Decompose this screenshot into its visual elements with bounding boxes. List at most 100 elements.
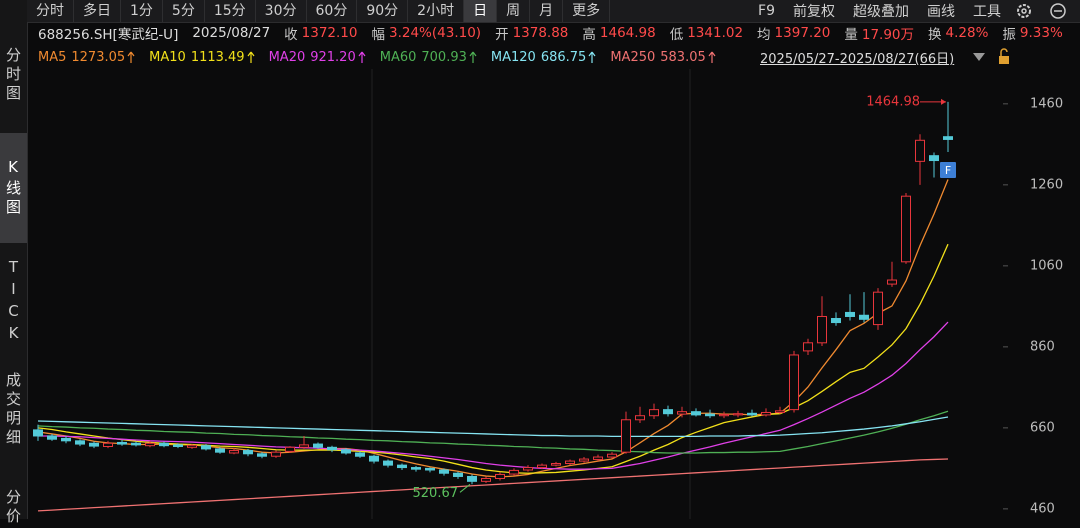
tab[interactable]: 5分 [163,0,205,22]
y-tick-label: 1260 [1030,177,1063,192]
candle-body [131,442,141,446]
close-icon [1050,3,1066,19]
candle-body [33,429,43,437]
legend-value: 686.75 [540,49,587,65]
legend-arrow [588,51,596,63]
candle-body [747,412,757,416]
candle-body [929,155,939,162]
tab[interactable]: 2小时 [408,0,465,22]
tool[interactable]: 画线 [927,4,955,20]
candle-body [453,472,463,477]
tool[interactable]: 前复权 [793,4,835,20]
candle-body [621,419,631,453]
candle-body [411,467,421,470]
sidebar-tab[interactable]: K线图 [0,133,27,243]
legend-item: MA250 583.05 [610,50,717,65]
field-value: 9.33% [1019,25,1063,41]
field-label: 振 [1002,27,1016,42]
legend-arrow [358,51,366,63]
candle-body [313,443,323,448]
tab[interactable]: 1分 [121,0,163,22]
field-label: 量 [844,27,858,42]
candle-body [873,291,883,326]
quote-bar: 688256.SH[寒武纪-U] 2025/08/27 收 1372.10 幅 3.24%… [38,24,1080,42]
legend-arrow [127,51,135,63]
sidebar-tab[interactable]: 成交明细 [4,371,22,448]
candle-body [229,450,239,454]
candle-body [355,452,365,457]
tab[interactable]: 30分 [256,0,307,22]
field-label: 均 [757,27,771,42]
candle-body [859,314,869,320]
candle-body [691,411,701,416]
tool[interactable]: 工具 [973,4,1001,20]
legend-name: MA5 [38,49,67,65]
tab[interactable]: 分时 [27,0,74,22]
field-label: 低 [669,27,684,42]
tab[interactable]: 更多 [563,0,611,22]
legend-name: MA60 [379,49,417,65]
tab[interactable]: 15分 [205,0,256,22]
sidebar-tab[interactable]: 分价 [4,489,22,527]
legend-arrow [247,51,255,63]
candle-body [299,444,309,448]
candle-body [593,456,603,460]
field-value: 1341.02 [687,25,744,41]
candle-body [495,473,505,479]
candle-body [173,444,183,447]
ma-line [37,243,949,474]
field-label: 开 [495,27,509,42]
candle-body [159,442,169,447]
candle-body [425,467,435,471]
field-label: 收 [284,27,298,42]
legend-item: MA120 686.75 [491,50,598,65]
legend: MA5 1273.05 MA10 1113.49 MA20 921.20 MA60 700.9… [38,48,730,66]
tool[interactable]: F9 [758,3,775,19]
tab[interactable]: 90分 [357,0,409,22]
tab[interactable]: 月 [530,0,564,22]
legend-value: 700.93 [421,49,467,65]
icons[interactable] [1010,0,1080,22]
date-range[interactable]: 2025/05/27-2025/08/27(66日) [760,52,955,67]
candle-body [915,139,925,162]
candle-body [285,446,295,452]
candle-body [61,437,71,442]
candle-body [75,440,85,445]
legend-arrow [469,51,477,63]
sidebar-tab[interactable]: 分时图 [4,46,22,104]
legend-item: MA5 1273.05 [38,50,137,65]
tab[interactable]: 多日 [74,0,121,22]
candle-body [257,453,267,457]
arrow [127,51,135,63]
candle-body [803,342,813,352]
candle-body [201,445,211,450]
candle-body [887,279,897,285]
tab[interactable]: 周 [497,0,531,22]
legend-item: MA10 1113.49 [149,50,256,65]
arrow [469,51,477,63]
candle-body [341,449,351,454]
candle-body [817,315,827,344]
candle-body [943,136,953,140]
candle-body [705,413,715,417]
candle-body [509,469,519,475]
tab[interactable]: 60分 [307,0,358,22]
candle-body [537,464,547,469]
sidebar-tab[interactable]: TICK [4,258,23,346]
tool[interactable]: 超级叠加 [853,4,909,20]
y-tick-label: 460 [1030,501,1055,516]
legend-item: MA60 700.93 [380,50,479,65]
candle-body [271,451,281,457]
toolbar: 分时 多日 1分 5分 15分 30分 60分 90分 2小时日周月更多 F9 前复权 超级叠加 画线 工… [27,0,1080,23]
tab[interactable]: 日 [464,0,498,22]
legend-name: MA20 [268,49,306,65]
candle-body [565,460,575,465]
field-value: 1397.20 [774,25,831,41]
candle-body [369,455,379,462]
candle-body [47,435,57,440]
high-label: 1464.98 [866,94,920,109]
legend-name: MA250 [610,49,656,65]
candle-body [89,442,99,447]
field-label: 幅 [371,27,385,42]
